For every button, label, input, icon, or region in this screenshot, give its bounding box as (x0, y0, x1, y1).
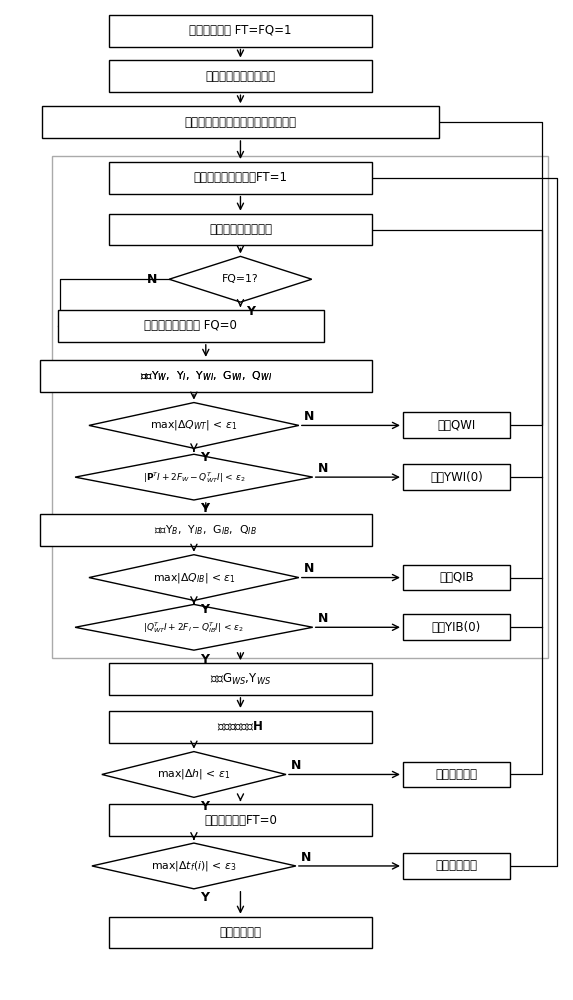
Bar (403, 412, 510, 438)
Bar (109, 663, 372, 695)
Text: 假设张应力均匀分布FT=1: 假设张应力均匀分布FT=1 (194, 171, 288, 184)
Polygon shape (92, 843, 296, 889)
Bar (403, 464, 510, 490)
Text: max$|\Delta Q_{WT}|$ < $\varepsilon_1$: max$|\Delta Q_{WT}|$ < $\varepsilon_1$ (150, 418, 238, 432)
Bar (403, 762, 510, 787)
Text: $|\mathbf{P}^TI+2F_W-Q_{WT}^TI|$ < $\varepsilon_2$: $|\mathbf{P}^TI+2F_W-Q_{WT}^TI|$ < $\var… (143, 470, 245, 485)
Bar (40, 360, 372, 392)
Text: Y: Y (246, 305, 256, 318)
Text: 计算Y$_W$,  Y$_I$,  Y$_{WI}$,  G$_{WI}$,  Q$_{WI}$: 计算Y$_W$, Y$_I$, Y$_{WI}$, G$_{WI}$, Q$_{… (140, 369, 272, 383)
Text: Y: Y (200, 603, 209, 616)
Bar (109, 711, 372, 743)
Bar (58, 310, 324, 342)
Polygon shape (75, 454, 313, 500)
Text: N: N (147, 273, 158, 286)
Text: Y: Y (200, 653, 209, 666)
Text: 修改厚度分布: 修改厚度分布 (435, 768, 477, 781)
Text: 计算弹性弯曲影响函数: 计算弹性弯曲影响函数 (206, 70, 276, 83)
Text: Y: Y (200, 451, 209, 464)
Polygon shape (89, 403, 299, 448)
Text: N: N (317, 462, 328, 475)
Text: 修改YWI(0): 修改YWI(0) (430, 471, 482, 484)
Text: FQ=1?: FQ=1? (222, 274, 259, 284)
Bar (52, 156, 548, 658)
Bar (403, 565, 510, 590)
Text: N: N (301, 851, 311, 864)
Polygon shape (75, 604, 313, 650)
Text: Y: Y (200, 800, 209, 813)
Text: 修改QWI: 修改QWI (437, 419, 476, 432)
Text: 假定轧后断面分布及辊面中心压扁量: 假定轧后断面分布及辊面中心压扁量 (185, 116, 296, 129)
Bar (42, 106, 438, 138)
Bar (403, 853, 510, 879)
Bar (40, 514, 372, 546)
Bar (109, 804, 372, 836)
Text: N: N (317, 612, 328, 625)
Text: 计算轧制力及其分布: 计算轧制力及其分布 (209, 223, 272, 236)
Bar (109, 917, 372, 948)
Text: N: N (304, 562, 314, 575)
Polygon shape (102, 752, 286, 797)
Text: max$|\Delta h|$ < $\varepsilon_1$: max$|\Delta h|$ < $\varepsilon_1$ (157, 767, 230, 781)
Text: 计算张力分布FT=0: 计算张力分布FT=0 (204, 814, 277, 827)
Text: 计算Y$_W$,  Y$_I$,  Y$_{WI}$,  G$_{WI}$,  Q$_{WI}$: 计算Y$_W$, Y$_I$, Y$_{WI}$, G$_{WI}$, Q$_{… (140, 369, 272, 383)
Bar (109, 15, 372, 47)
Text: max$|\Delta t_f(i)|$ < $\varepsilon_3$: max$|\Delta t_f(i)|$ < $\varepsilon_3$ (151, 859, 237, 873)
Text: 修改YIB(0): 修改YIB(0) (431, 621, 481, 634)
Text: 计算厚度分布$\mathbf{H}$: 计算厚度分布$\mathbf{H}$ (217, 720, 264, 733)
Bar (109, 162, 372, 194)
Bar (109, 60, 372, 92)
Polygon shape (169, 256, 312, 302)
Text: 计算G$_{WS}$,Y$_{WS}$: 计算G$_{WS}$,Y$_{WS}$ (210, 671, 271, 687)
Text: 输出计算结果: 输出计算结果 (219, 926, 261, 939)
Text: $|Q_{WT}^TI+2F_I-Q_{IB}^TI|$ < $\varepsilon_2$: $|Q_{WT}^TI+2F_I-Q_{IB}^TI|$ < $\varepsi… (143, 620, 244, 635)
Text: 修改QIB: 修改QIB (439, 571, 474, 584)
Text: 输入原始数据 FT=FQ=1: 输入原始数据 FT=FQ=1 (189, 24, 292, 37)
Bar (109, 214, 372, 245)
Text: Y: Y (200, 502, 209, 515)
Text: 修改张力分布: 修改张力分布 (435, 859, 477, 872)
Text: 假设辊间压力分布 FQ=0: 假设辊间压力分布 FQ=0 (144, 319, 237, 332)
Polygon shape (89, 555, 299, 600)
Text: N: N (291, 759, 301, 772)
Text: max$|\Delta Q_{IB}|$ < $\varepsilon_1$: max$|\Delta Q_{IB}|$ < $\varepsilon_1$ (152, 571, 236, 585)
Text: Y: Y (200, 891, 209, 904)
Text: 计算Y$_B$,  Y$_{IB}$,  G$_{IB}$,  Q$_{IB}$: 计算Y$_B$, Y$_{IB}$, G$_{IB}$, Q$_{IB}$ (154, 523, 257, 537)
Text: N: N (304, 410, 314, 423)
Bar (403, 614, 510, 640)
